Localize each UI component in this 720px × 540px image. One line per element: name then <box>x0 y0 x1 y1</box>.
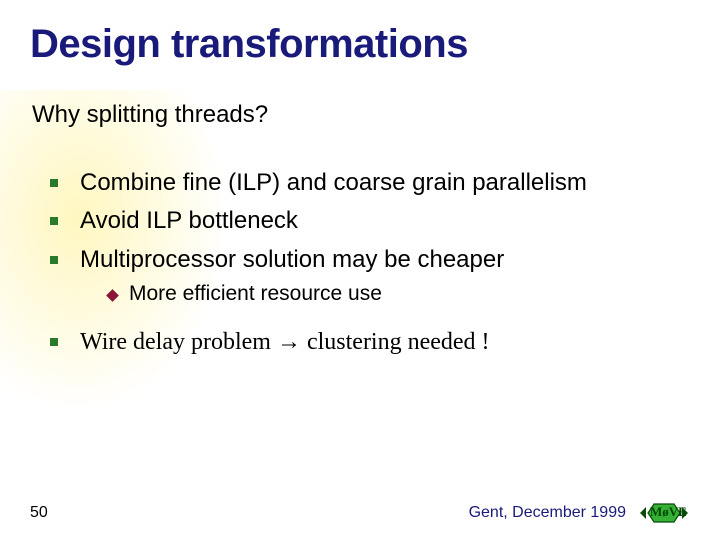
sub-bullet-text: More efficient resource use <box>129 282 382 306</box>
bullet-text: Wire delay problem → clustering needed ! <box>80 326 490 358</box>
page-number: 50 <box>30 504 48 522</box>
bullet-square-icon <box>50 338 58 346</box>
bullet-item: Wire delay problem → clustering needed ! <box>50 326 690 358</box>
slide-subtitle: Why splitting threads? <box>32 101 690 129</box>
bullet-text: Combine fine (ILP) and coarse grain para… <box>80 167 587 199</box>
bullet-square-icon <box>50 256 58 264</box>
bullet-square-icon <box>50 179 58 187</box>
bullet-text: Avoid ILP bottleneck <box>80 205 298 237</box>
footer-right: Gent, December 1999 MøVE <box>469 500 698 526</box>
bullet-item: Avoid ILP bottleneck <box>50 205 690 237</box>
bullet-item: Combine fine (ILP) and coarse grain para… <box>50 167 690 199</box>
bullet-square-icon <box>50 217 58 225</box>
bullet-list-2: Wire delay problem → clustering needed ! <box>50 326 690 358</box>
bullet-list: Combine fine (ILP) and coarse grain para… <box>50 167 690 276</box>
sub-diamond-icon <box>106 289 119 302</box>
sub-bullet-list: More efficient resource use <box>108 282 690 306</box>
bullet-text: Multiprocessor solution may be cheaper <box>80 244 504 276</box>
logo-text: MøVE <box>650 504 687 520</box>
bullet-item: Multiprocessor solution may be cheaper <box>50 244 690 276</box>
logo: MøVE <box>640 500 698 526</box>
slide: Design transformations Why splitting thr… <box>0 0 720 540</box>
footer-location: Gent, December 1999 <box>469 504 626 522</box>
slide-footer: 50 Gent, December 1999 MøVE <box>0 500 720 526</box>
slide-title: Design transformations <box>30 22 690 67</box>
sub-bullet-item: More efficient resource use <box>108 282 690 306</box>
